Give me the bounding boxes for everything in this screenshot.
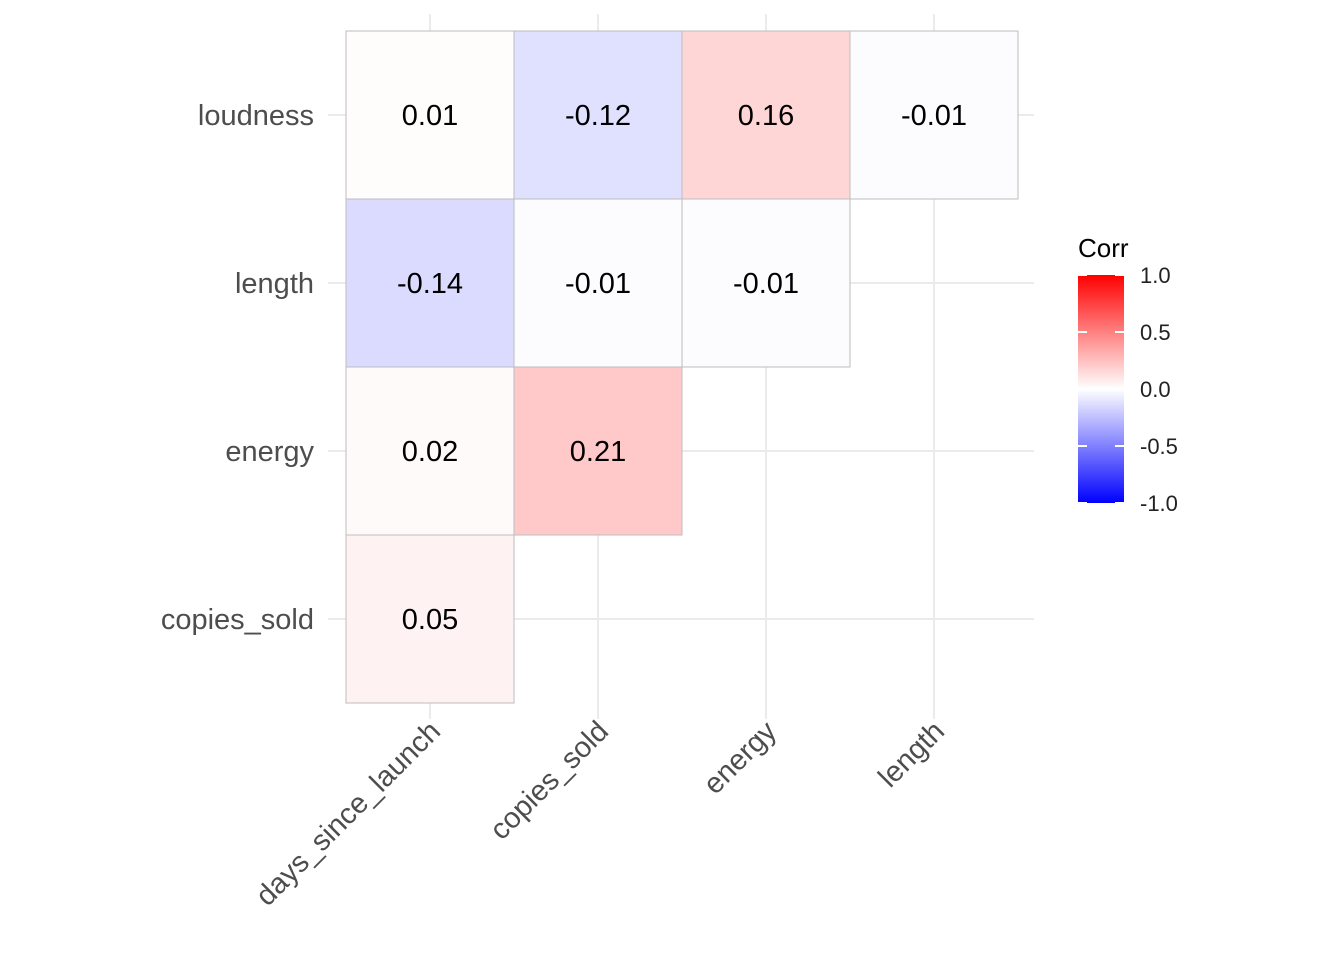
y-tick-label: length xyxy=(235,268,314,300)
x-tick-label: length xyxy=(872,715,950,793)
y-axis-tick-labels: copies_sold energy length loudness xyxy=(161,100,315,636)
heatmap-cells xyxy=(345,30,1019,704)
cell-value-labels: 0.01 -0.12 0.16 -0.01 -0.14 -0.01 -0.01 0.02 0.2… xyxy=(397,100,967,636)
heatmap-cell-days-since-launch-energy xyxy=(345,366,515,536)
x-tick-label: days_since_launch xyxy=(250,715,447,912)
heatmap-cell-days-since-launch-copies-sold xyxy=(345,534,515,704)
heatmap-cell-copies-sold-energy xyxy=(513,366,683,536)
cell-value-label: 0.21 xyxy=(570,436,626,468)
y-tick-label: loudness xyxy=(198,100,314,132)
cell-value-label: -0.01 xyxy=(733,268,799,300)
legend-tick-label: 1.0 xyxy=(1140,263,1171,288)
legend-tick-label: -0.5 xyxy=(1140,434,1178,459)
legend-tick-label: 0.5 xyxy=(1140,320,1171,345)
y-tick-label: energy xyxy=(225,436,314,468)
cell-value-label: -0.01 xyxy=(565,268,631,300)
color-legend: Corr 1.0 0.5 0.0 -0.5 -1.0 xyxy=(1078,233,1178,516)
cell-value-label: -0.01 xyxy=(901,100,967,132)
cell-value-label: -0.12 xyxy=(565,100,631,132)
heatmap-cell-energy-loudness xyxy=(681,30,851,200)
heatmap-cell-days-since-launch-loudness xyxy=(345,30,515,200)
cell-value-label: 0.01 xyxy=(402,100,458,132)
cell-value-label: 0.02 xyxy=(402,436,458,468)
heatmap-cell-copies-sold-loudness xyxy=(513,30,683,200)
heatmap-cell-copies-sold-length xyxy=(513,198,683,368)
legend-ticks: 1.0 0.5 0.0 -0.5 -1.0 xyxy=(1078,263,1178,516)
heatmap-cell-energy-length xyxy=(681,198,851,368)
y-tick-label: copies_sold xyxy=(161,604,314,636)
x-tick-label: energy xyxy=(698,715,784,801)
cell-value-label: -0.14 xyxy=(397,268,463,300)
legend-tick-label: -1.0 xyxy=(1140,491,1178,516)
x-axis-tick-labels: days_since_launch copies_sold energy length xyxy=(250,715,951,912)
x-tick-label: copies_sold xyxy=(484,715,615,846)
heatmap-cell-length-loudness xyxy=(849,30,1019,200)
cell-value-label: 0.16 xyxy=(738,100,794,132)
legend-title: Corr xyxy=(1078,233,1129,263)
cell-value-label: 0.05 xyxy=(402,604,458,636)
legend-tick-label: 0.0 xyxy=(1140,377,1171,402)
